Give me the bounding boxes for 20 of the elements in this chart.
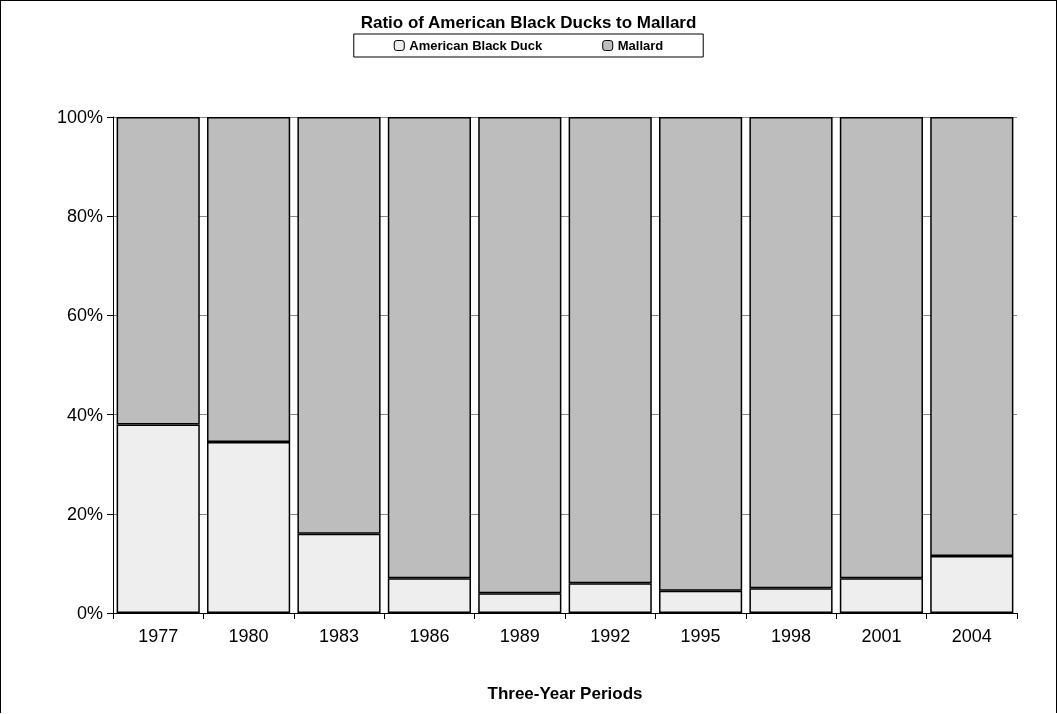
- chart-title: Ratio of American Black Ducks to Mallard: [360, 13, 697, 32]
- x-tick-label: 1983: [318, 626, 360, 646]
- x-axis-title: Three-Year Periods: [487, 684, 643, 703]
- x-tick-label: 1995: [680, 626, 721, 646]
- x-tick-label: 1980: [228, 626, 269, 646]
- x-tick-label: 2001: [861, 626, 902, 646]
- y-tick-label: 20%: [66, 503, 103, 524]
- legend-label: Mallard: [617, 38, 664, 53]
- y-tick-label: 0%: [76, 603, 103, 623]
- y-tick-label: 80%: [66, 206, 103, 227]
- y-tick-label: 60%: [66, 305, 103, 326]
- x-tick-label: 1998: [770, 626, 812, 646]
- x-tick-label: 2004: [951, 626, 992, 646]
- legend-label: American Black Duck: [409, 38, 543, 53]
- x-tick-label: 1986: [409, 626, 450, 646]
- y-tick-label: 40%: [66, 404, 103, 425]
- y-tick-label: 100%: [56, 107, 103, 127]
- x-tick-label: 1989: [499, 626, 540, 646]
- x-tick-label: 1992: [590, 626, 631, 646]
- x-tick-label: 1977: [138, 626, 179, 646]
